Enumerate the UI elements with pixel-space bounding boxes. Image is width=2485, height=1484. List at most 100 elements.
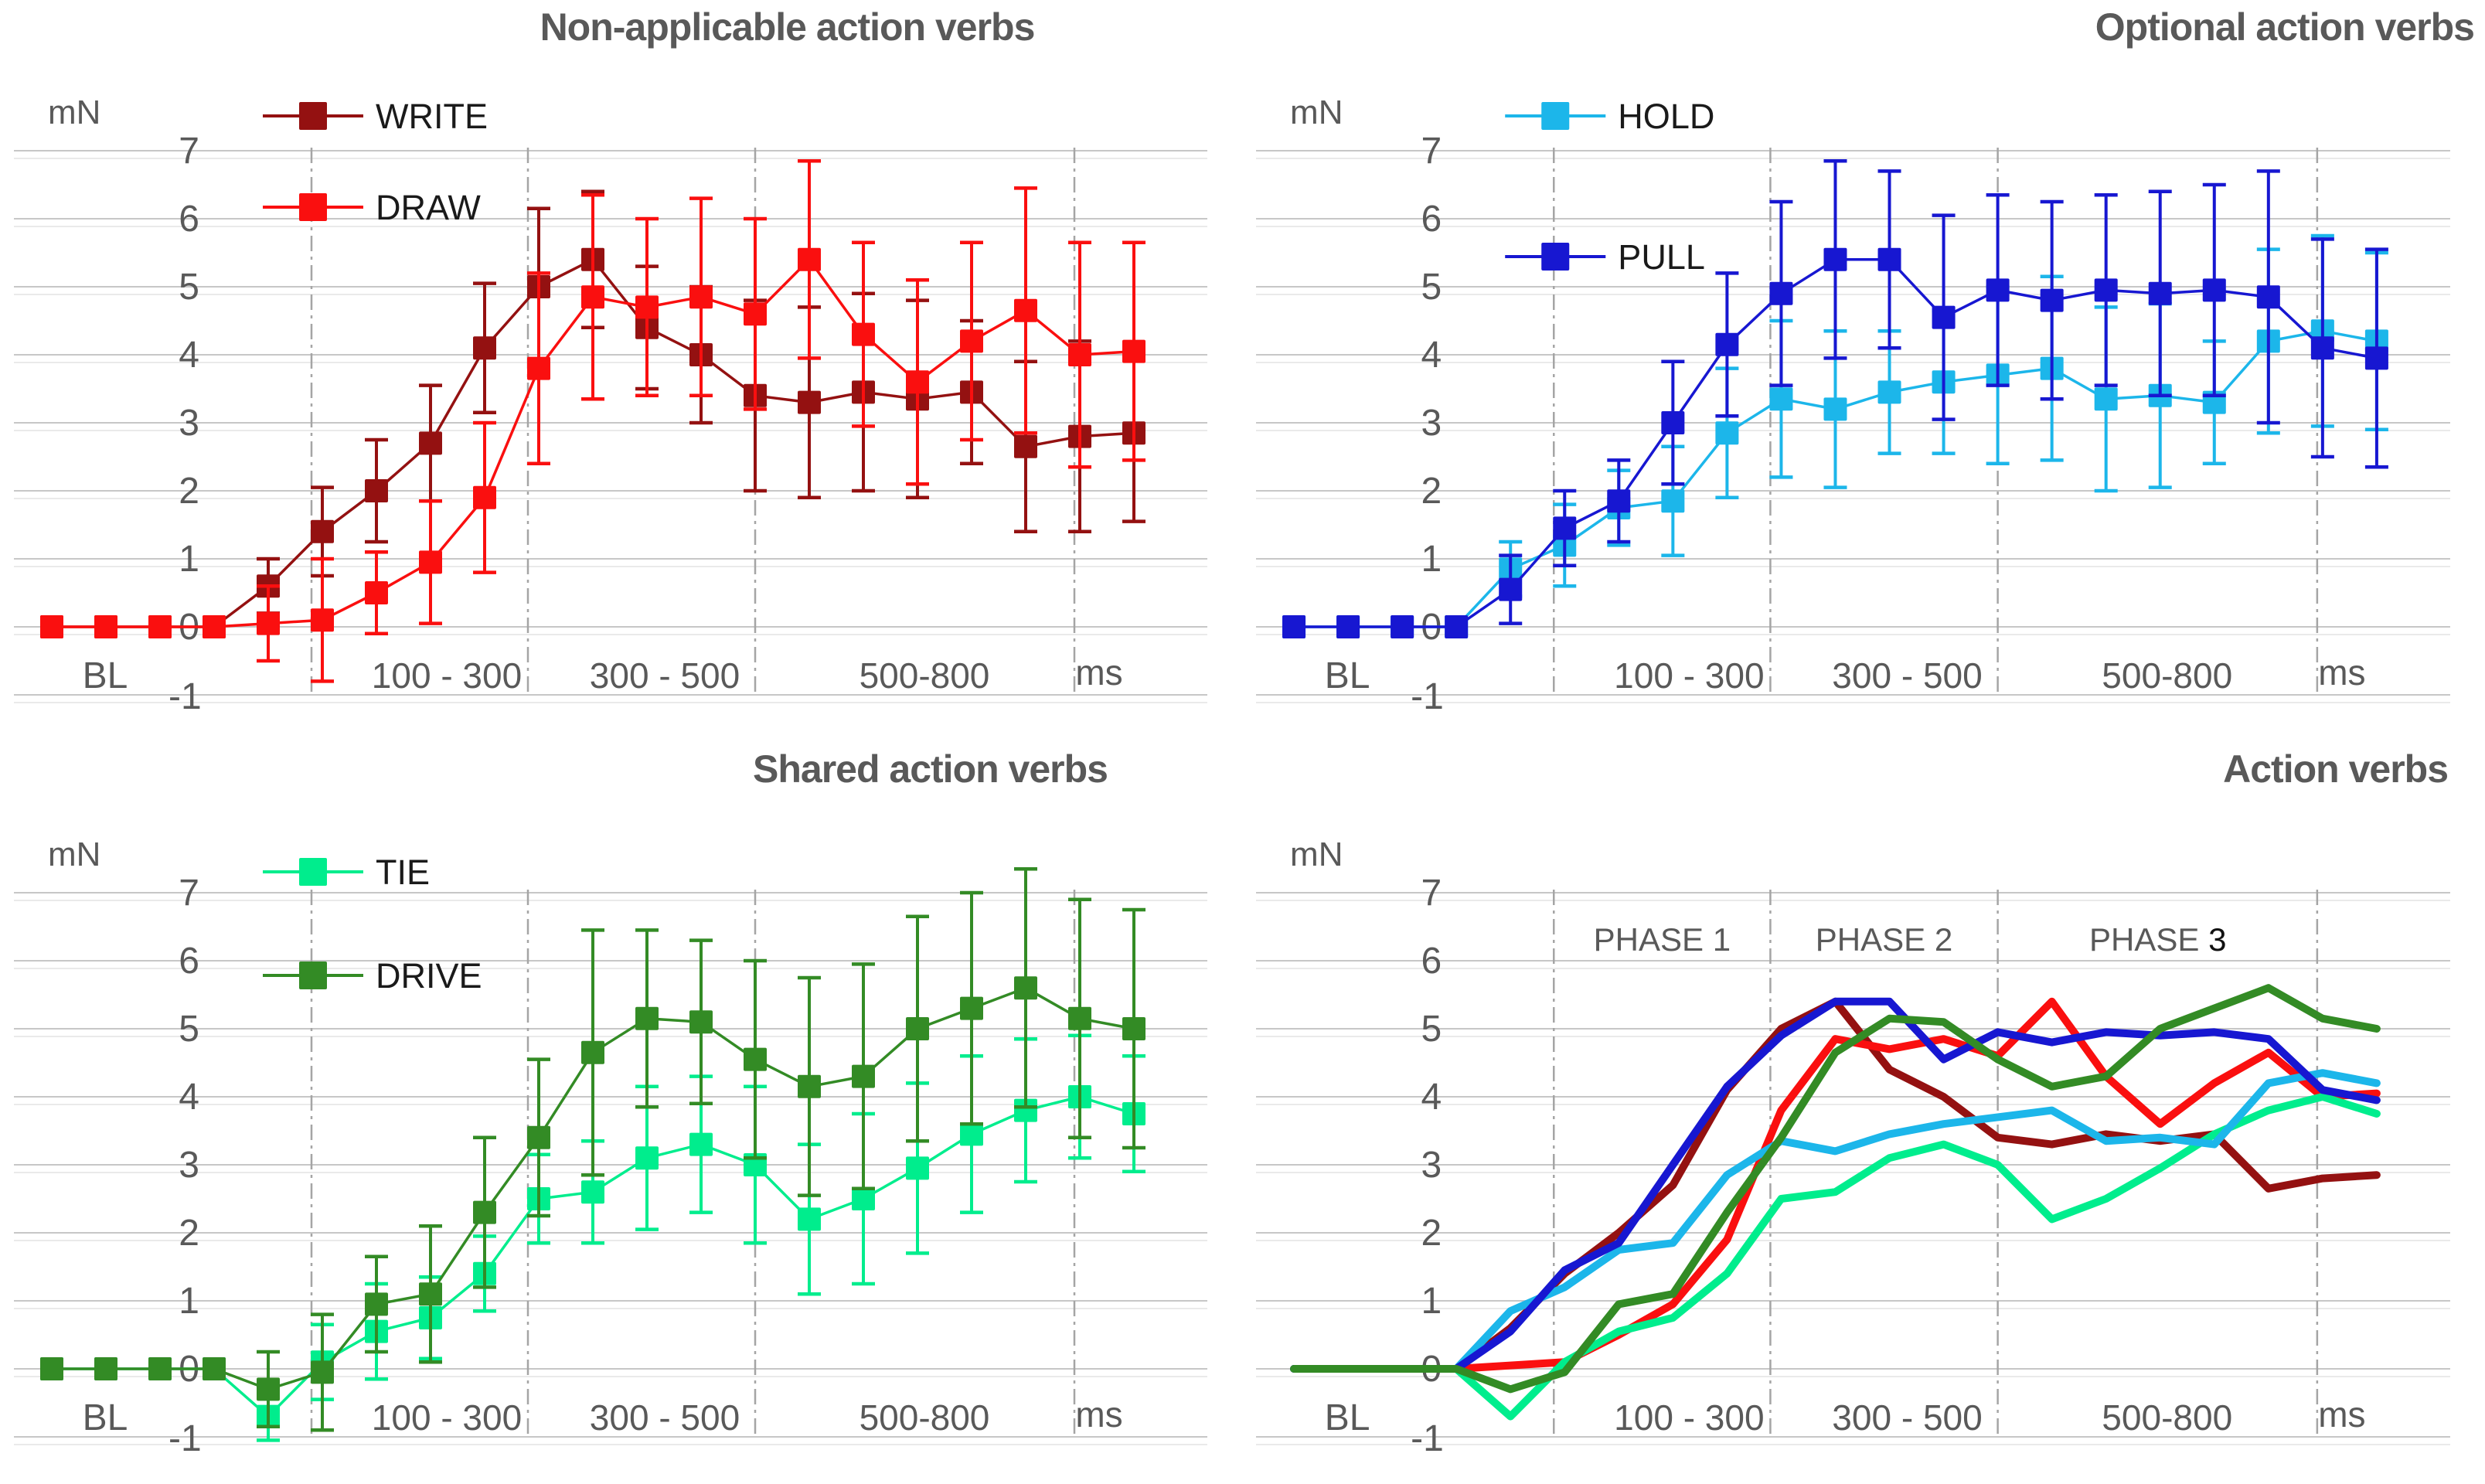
data-point-marker xyxy=(419,1282,442,1306)
legend-item-drive: DRIVE xyxy=(263,956,482,996)
x-range-label: 300 - 500 xyxy=(1832,1397,1982,1438)
data-point-marker xyxy=(635,1006,659,1030)
y-tick-label: 2 xyxy=(1421,1213,1442,1254)
data-point-marker xyxy=(1877,247,1901,271)
x-unit-label: ms xyxy=(2318,652,2365,693)
panel-action-verbs-overlay: Action verbs mN 7 6 5 4 3 2 1 0 -1 BL 100 - 300 300 … xyxy=(1242,742,2485,1484)
data-point-marker xyxy=(1823,247,1847,271)
legend: WRITE DRAW xyxy=(263,97,488,227)
legend-item-hold: HOLD xyxy=(1505,97,1714,136)
y-tick-label: 5 xyxy=(179,1009,199,1050)
data-point-marker xyxy=(473,485,496,509)
x-range-label: 300 - 500 xyxy=(590,655,740,696)
legend-marker xyxy=(299,962,327,989)
legend-item-write: WRITE xyxy=(263,97,488,136)
data-point-marker xyxy=(148,615,172,638)
error-bars-drive xyxy=(257,866,1145,1432)
gridlines xyxy=(1256,150,2450,703)
legend-marker xyxy=(299,102,327,130)
data-point-marker xyxy=(1553,516,1577,540)
data-point-marker xyxy=(527,1125,550,1149)
x-unit-label: ms xyxy=(1075,652,1122,693)
series-line-hold xyxy=(1290,1069,2381,1373)
x-unit-label: ms xyxy=(2318,1394,2365,1435)
data-point-marker xyxy=(257,1377,280,1401)
data-point-marker xyxy=(1014,976,1037,1000)
data-point-marker xyxy=(94,1357,117,1380)
y-tick-label: -1 xyxy=(169,1418,202,1459)
y-tick-label: 1 xyxy=(179,539,199,580)
data-point-marker xyxy=(798,1074,821,1098)
legend-item-draw: DRAW xyxy=(263,188,481,227)
data-point-marker xyxy=(365,581,388,604)
y-tick-label: 1 xyxy=(179,1281,199,1322)
data-point-marker xyxy=(365,1292,388,1316)
x-range-label: 300 - 500 xyxy=(1832,655,1982,696)
series-drive xyxy=(40,866,1145,1432)
phase-label: PHASE 2 xyxy=(1816,921,1952,958)
panel-title-shared: Shared action verbs xyxy=(753,747,1108,791)
series-pull xyxy=(1282,158,2388,638)
series-line-drive xyxy=(1290,984,2381,1394)
series-drive xyxy=(1290,984,2381,1394)
legend-label: HOLD xyxy=(1618,97,1714,136)
x-axis: BL 100 - 300 300 - 500 500-800 ms xyxy=(83,652,1123,696)
y-tick-label: 2 xyxy=(1421,471,1442,512)
data-point-marker xyxy=(203,1357,226,1380)
y-tick-label: 5 xyxy=(1421,1009,1442,1050)
data-point-marker xyxy=(1769,281,1793,305)
data-point-marker xyxy=(1986,278,2010,302)
data-point-marker xyxy=(527,356,550,380)
legend-marker xyxy=(1541,243,1570,271)
data-point-marker xyxy=(473,1200,496,1224)
data-point-marker xyxy=(1499,577,1523,601)
data-point-marker xyxy=(852,1187,875,1210)
data-point-marker xyxy=(2364,346,2388,370)
data-point-marker xyxy=(2094,278,2118,302)
data-point-marker xyxy=(311,519,334,543)
x-baseline-label: BL xyxy=(83,1397,128,1438)
data-point-marker xyxy=(419,550,442,574)
data-point-marker xyxy=(852,1064,875,1088)
x-range-label: 100 - 300 xyxy=(1614,655,1764,696)
legend-item-tie: TIE xyxy=(263,853,430,892)
data-point-marker xyxy=(419,431,442,455)
y-tick-label: 4 xyxy=(1421,335,1442,376)
data-point-marker xyxy=(1769,387,1793,411)
y-tick-label: 2 xyxy=(179,471,199,512)
phase-labels: PHASE 1 PHASE 2 PHASE 3 xyxy=(1594,921,2227,958)
y-tick-label: 1 xyxy=(1421,539,1442,580)
y-tick-label: -1 xyxy=(169,676,202,717)
data-point-marker xyxy=(2094,387,2118,411)
data-point-marker xyxy=(1068,343,1091,366)
y-tick-label: 4 xyxy=(1421,1077,1442,1118)
series-draw xyxy=(40,158,1145,683)
data-point-marker xyxy=(1014,1098,1037,1122)
x-range-label: 100 - 300 xyxy=(372,655,522,696)
data-point-marker xyxy=(40,615,63,638)
data-point-marker xyxy=(798,1207,821,1231)
data-point-marker xyxy=(689,285,713,309)
data-point-marker xyxy=(1014,298,1037,322)
data-point-marker xyxy=(581,1040,604,1064)
data-point-marker xyxy=(2040,288,2064,312)
panel-title-action-verbs: Action verbs xyxy=(2223,747,2449,791)
legend-marker xyxy=(299,858,327,886)
data-point-marker xyxy=(2310,336,2334,360)
data-point-marker xyxy=(906,1156,929,1180)
series-line-draw xyxy=(1290,997,2381,1373)
data-point-marker xyxy=(1445,615,1469,638)
data-point-marker xyxy=(581,1180,604,1204)
y-tick-label: 5 xyxy=(179,267,199,308)
x-axis: BL 100 - 300 300 - 500 500-800 ms xyxy=(1325,652,2366,696)
x-unit-label: ms xyxy=(1075,1394,1122,1435)
data-point-marker xyxy=(1282,615,1306,638)
y-tick-label: -1 xyxy=(1411,1418,1444,1459)
y-axis-unit-label: mN xyxy=(48,836,100,873)
series-draw xyxy=(1290,997,2381,1373)
data-point-marker xyxy=(581,285,604,309)
legend-label: DRAW xyxy=(376,188,481,227)
